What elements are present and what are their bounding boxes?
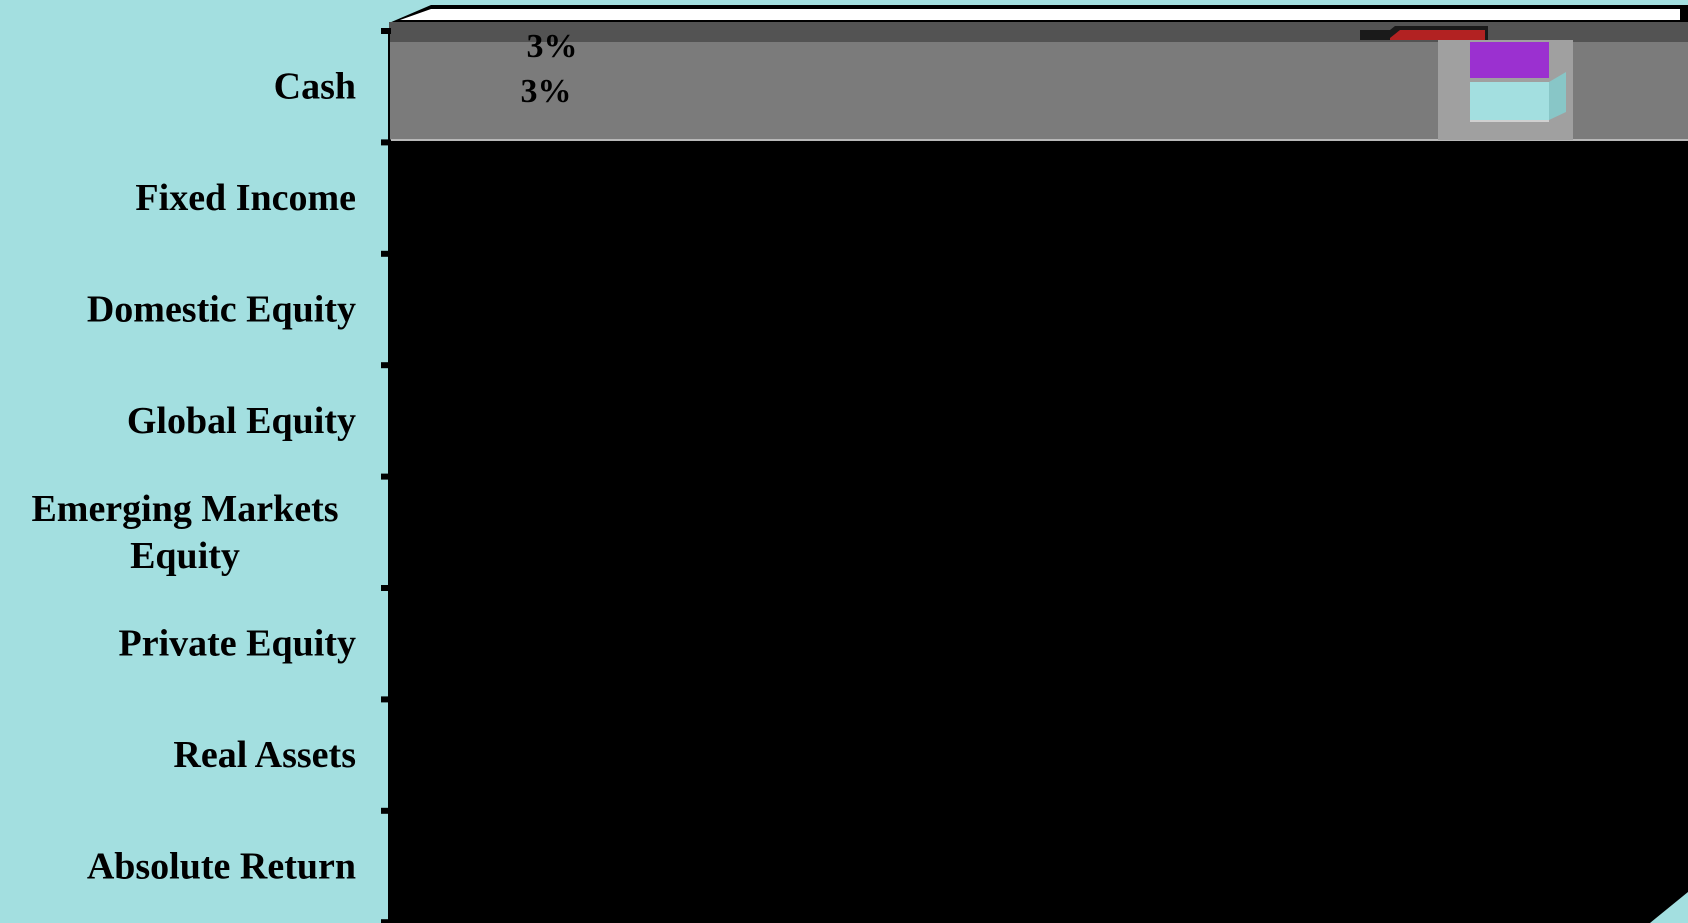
cash-band-top-strip (389, 22, 1688, 42)
y-axis-label: Cash (274, 66, 356, 108)
legend-swatch-cyan (1470, 82, 1549, 120)
y-axis-label: Fixed Income (135, 177, 356, 219)
y-axis-tick (381, 919, 391, 923)
plot-top-highlight (400, 9, 1680, 20)
y-axis-label: Domestic Equity (87, 289, 356, 331)
y-axis-tick (381, 362, 391, 369)
y-axis-ticks (381, 28, 391, 923)
y-axis-label: Global Equity (127, 400, 356, 442)
y-axis-label: Absolute Return (87, 846, 356, 888)
y-axis-labels: Cash Fixed Income Domestic Equity Global Eq… (31, 66, 356, 888)
legend-swatch-purple (1470, 42, 1549, 78)
y-axis-label: Real Assets (173, 734, 356, 776)
legend-red-bar (1390, 30, 1485, 40)
legend-swatch-cyan-side (1549, 72, 1566, 120)
y-axis-tick (381, 28, 391, 34)
data-label-cash-series-2: 3% (521, 73, 572, 110)
plot-area (389, 23, 1688, 923)
plot-bottom-right-edge (1650, 892, 1688, 923)
y-axis-tick (381, 250, 391, 257)
y-axis-label: Private Equity (119, 623, 356, 665)
y-axis-label: Emerging Markets (31, 488, 338, 530)
y-axis-label: Equity (130, 535, 240, 577)
y-axis-tick (381, 473, 391, 480)
y-axis-tick (381, 585, 391, 591)
data-label-cash-series-1: 3% (527, 28, 578, 65)
y-axis-tick (381, 696, 391, 703)
y-axis-tick (381, 807, 391, 814)
y-axis-tick (381, 139, 391, 146)
